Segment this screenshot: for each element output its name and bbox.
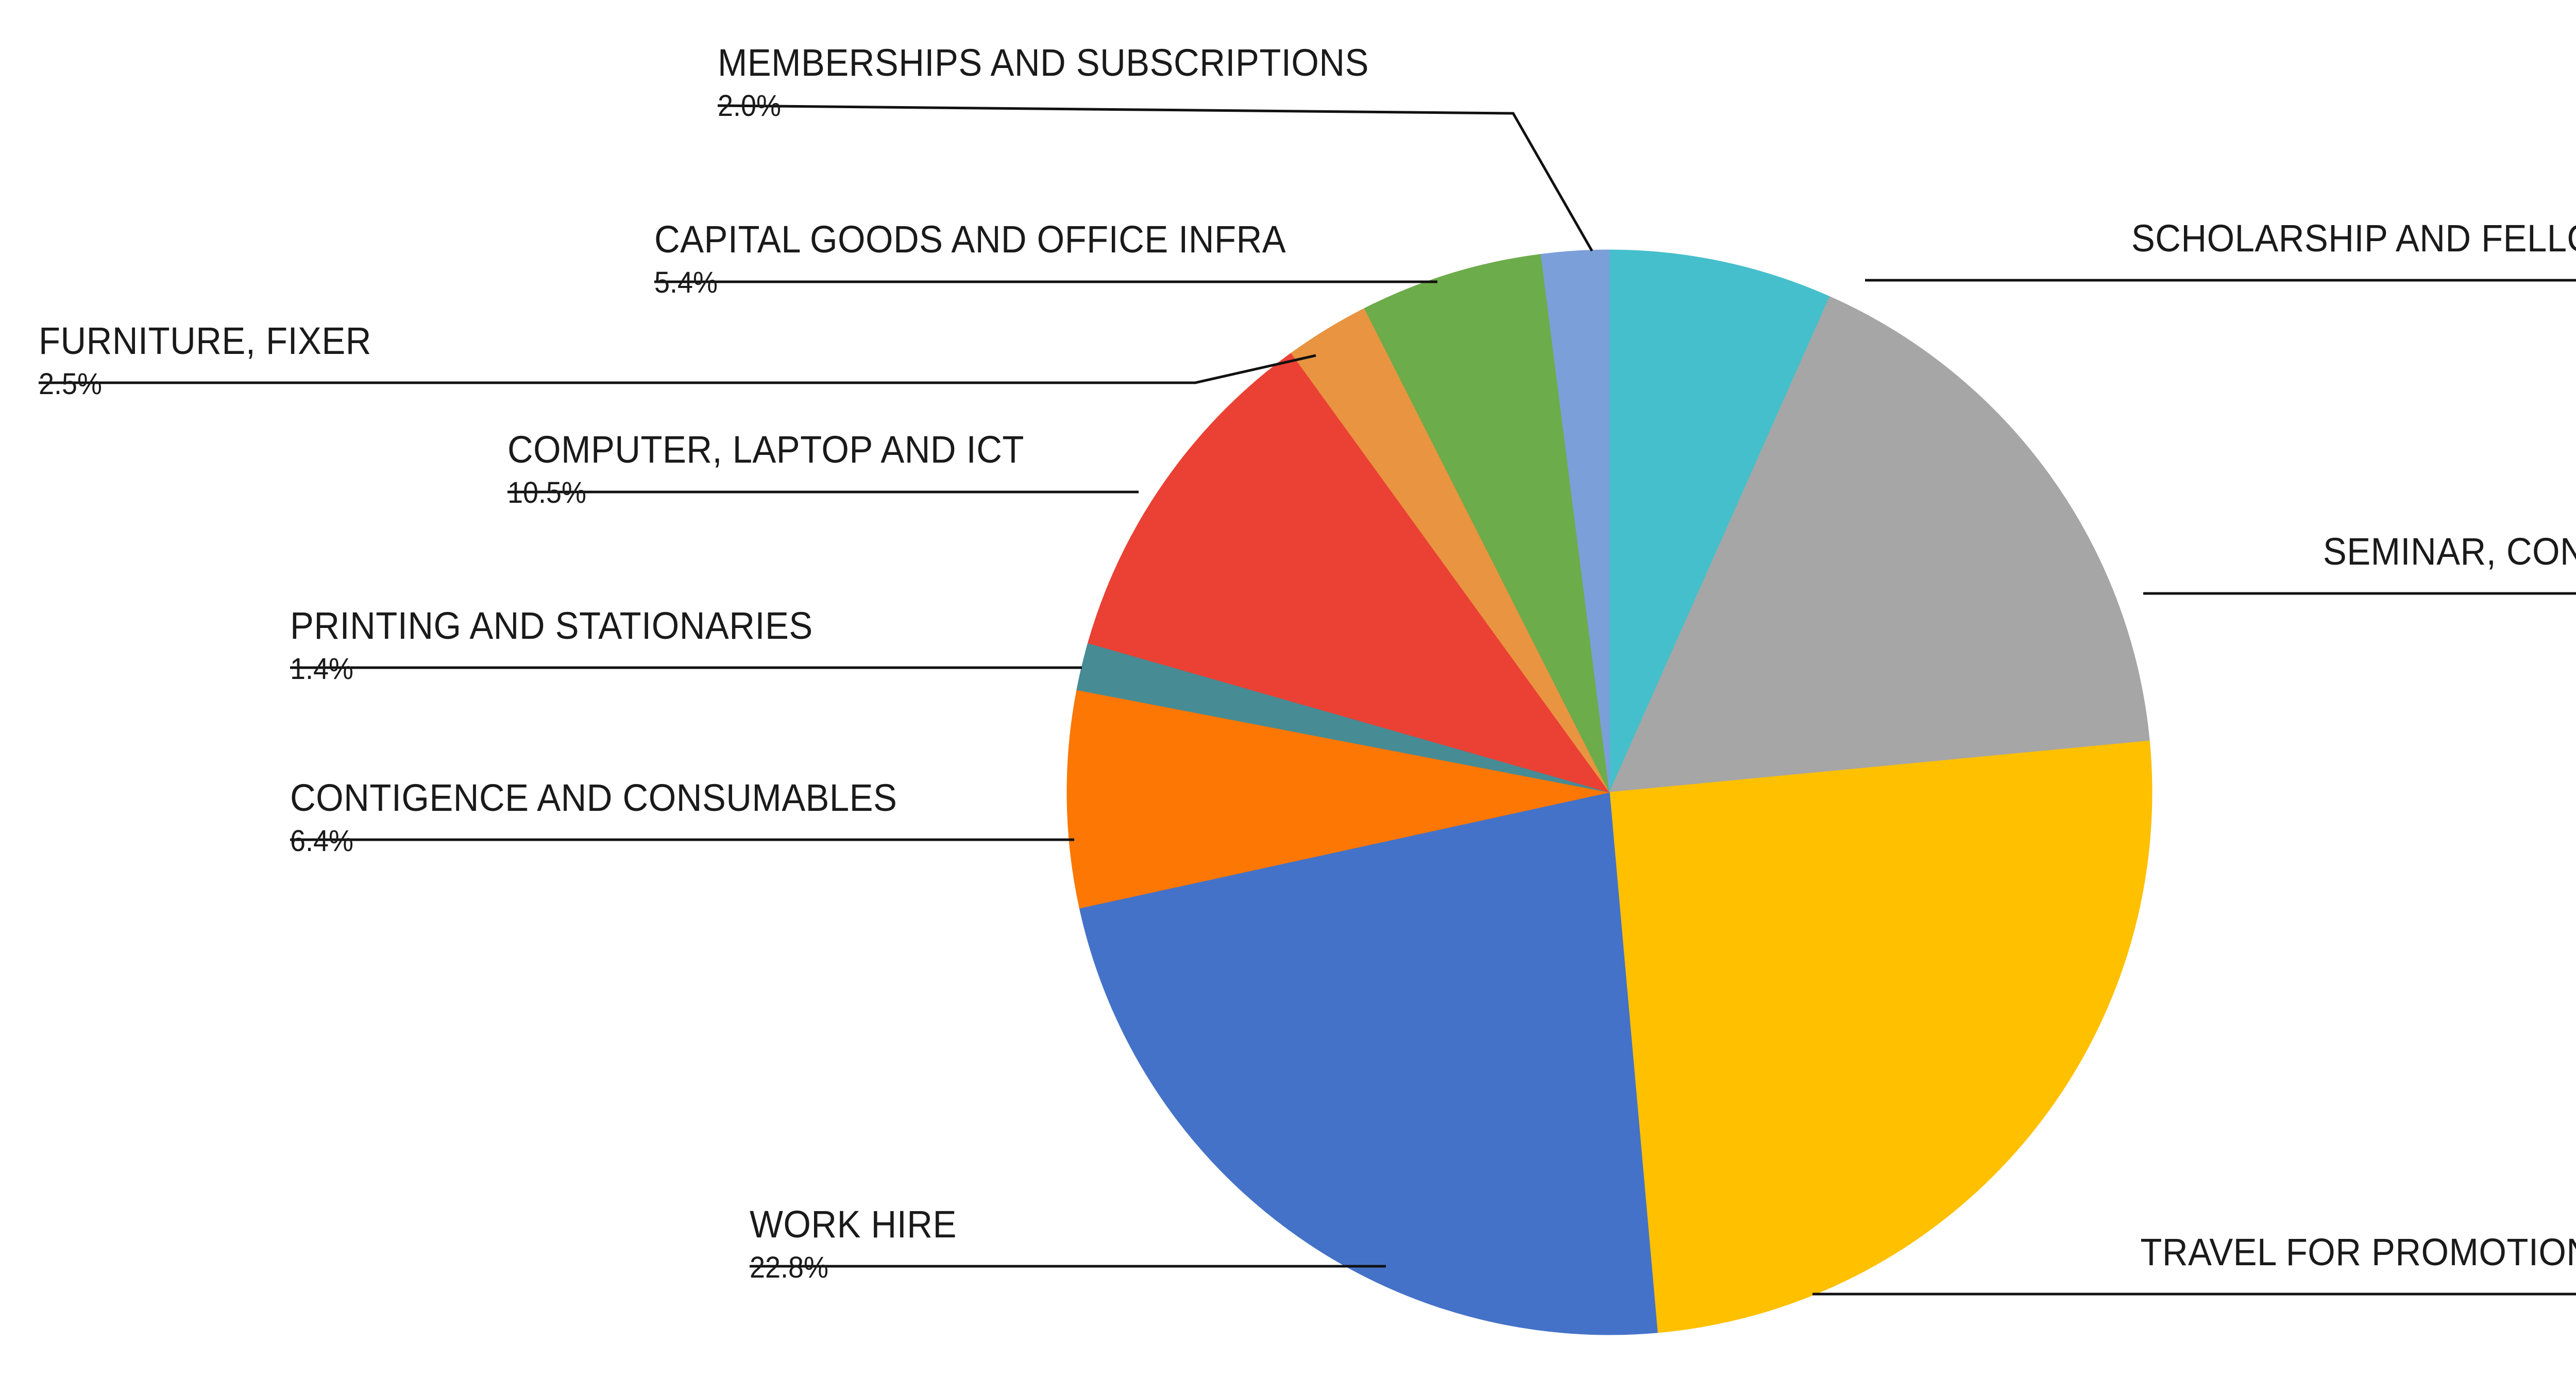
callout-work-hire-percent: 22.8% [750, 1251, 828, 1284]
callout-furniture-percent: 2.5% [39, 367, 102, 401]
pie-slice[interactable] [1609, 249, 1831, 793]
callout-computer: COMPUTER, LAPTOP AND ICT 10.5% [507, 431, 1063, 508]
callout-seminar-title: SEMINAR, CONFERENCE, EVENTS AND DELE… [2323, 530, 2576, 573]
pie-slice[interactable] [1609, 296, 2150, 793]
leader-line-furniture [39, 354, 1316, 384]
callout-scholarship: SCHOLARSHIP AND FELLOWSHIP, AWARDS, REWA… [2060, 219, 2576, 297]
leader-line-memberships [717, 104, 1594, 252]
callout-capital-goods: CAPITAL GOODS AND OFFICE INFRA 5.4% [654, 220, 1333, 298]
callout-computer-percent: 10.5% [507, 476, 586, 509]
callout-contigence: CONTIGENCE AND CONSUMABLES 6.4% [290, 779, 943, 856]
callout-memberships-percent: 2.0% [718, 89, 781, 123]
callout-contigence-title: CONTIGENCE AND CONSUMABLES [290, 776, 897, 819]
pie-slice[interactable] [1079, 792, 1658, 1335]
callout-work-hire-title: WORK HIRE [750, 1203, 957, 1246]
callout-printing-percent: 1.4% [290, 652, 353, 686]
callout-furniture: FURNITURE, FIXER 2.5% [39, 322, 397, 399]
callout-travel: TRAVEL FOR PROMOTION OF INTERNATIONAL RE… [2064, 1233, 2576, 1311]
callout-capital-goods-title: CAPITAL GOODS AND OFFICE INFRA [654, 218, 1286, 261]
callout-scholarship-title: SCHOLARSHIP AND FELLOWSHIP, AWARDS, REWA… [2131, 217, 2576, 260]
pie-slice[interactable] [1609, 740, 2153, 1333]
callout-travel-title: TRAVEL FOR PROMOTION OF INTERNATIONAL RE… [2140, 1231, 2576, 1273]
pie-slice[interactable] [1364, 253, 1610, 793]
pie-slice-group [1066, 249, 2153, 1335]
callout-memberships-title: MEMBERSHIPS AND SUBSCRIPTIONS [718, 41, 1369, 84]
pie-slice[interactable] [1088, 352, 1611, 793]
pie-slice[interactable] [1540, 249, 1610, 793]
pie-slice[interactable] [1066, 689, 1610, 909]
callout-work-hire: WORK HIRE 22.8% [750, 1205, 972, 1283]
leader-line-group [39, 104, 2576, 1296]
callout-computer-title: COMPUTER, LAPTOP AND ICT [507, 428, 1024, 471]
callout-printing: PRINTING AND STATIONARIES 1.4% [290, 607, 852, 684]
callout-seminar: SEMINAR, CONFERENCE, EVENTS AND DELE… 16… [2261, 533, 2576, 610]
callout-scholarship-percent: 6.6% [2131, 267, 2576, 297]
callout-printing-title: PRINTING AND STATIONARIES [290, 604, 813, 647]
callout-memberships: MEMBERSHIPS AND SUBSCRIPTIONS 2.0% [718, 44, 1418, 121]
callout-seminar-percent: 16.7% [2323, 580, 2576, 610]
callout-capital-goods-percent: 5.4% [654, 266, 718, 299]
callout-furniture-title: FURNITURE, FIXER [39, 319, 371, 362]
callout-contigence-percent: 6.4% [290, 824, 353, 858]
callout-travel-percent: 24.9% [2140, 1281, 2576, 1311]
